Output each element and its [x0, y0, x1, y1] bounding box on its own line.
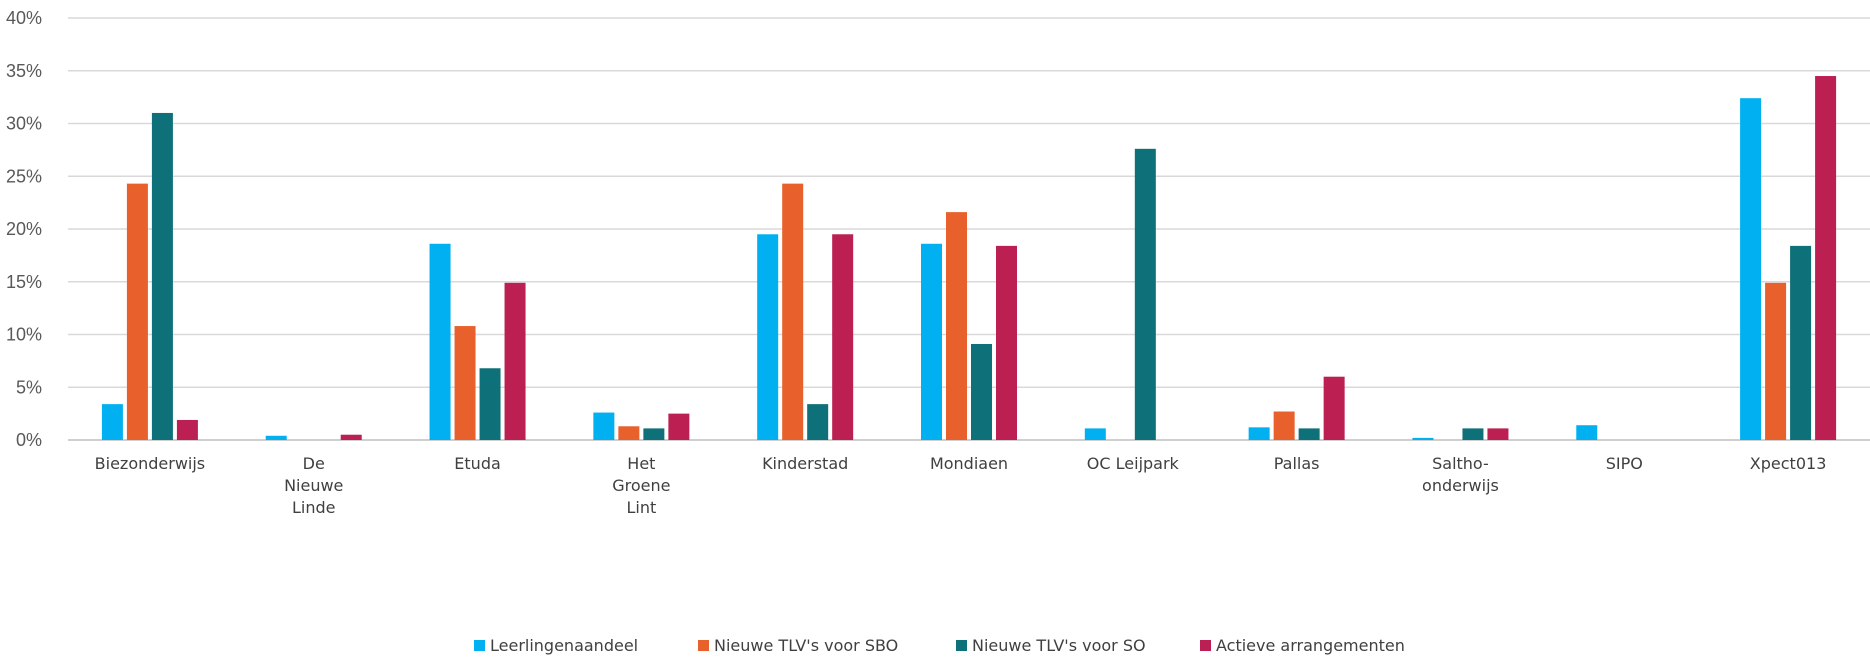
bar-nieuwe-tlv-s-voor-so	[643, 428, 665, 440]
bar-actieve-arrangementen	[832, 234, 854, 440]
x-category-label-line: Biezonderwijs	[95, 454, 205, 473]
y-tick-label: 25%	[6, 166, 42, 186]
bar-nieuwe-tlv-s-voor-sbo	[782, 183, 804, 440]
x-category-label: Kinderstad	[762, 454, 848, 473]
bar-actieve-arrangementen	[1487, 428, 1509, 440]
y-tick-label: 0%	[16, 430, 42, 450]
y-axis-tick-labels: 0% 5% 10% 15% 20% 25% 30% 35% 40%	[6, 8, 42, 450]
bar-nieuwe-tlv-s-voor-so	[479, 368, 501, 440]
bar-nieuwe-tlv-s-voor-so	[1790, 245, 1812, 440]
y-tick-label: 20%	[6, 219, 42, 239]
x-category-label-line: Kinderstad	[762, 454, 848, 473]
x-axis-category-labels: Biezonderwijs De Nieuwe Linde Etuda Het Groene…	[95, 454, 1827, 517]
x-category-label-line: SIPO	[1606, 454, 1643, 473]
bar-actieve-arrangementen	[340, 434, 362, 440]
bar-actieve-arrangementen	[996, 245, 1017, 440]
legend-swatch	[956, 640, 967, 651]
bar-leerlingenaandeel	[921, 243, 942, 440]
bar-actieve-arrangementen	[1323, 376, 1345, 440]
legend-swatch	[474, 640, 485, 651]
bar-leerlingenaandeel	[1248, 427, 1270, 440]
bar-nieuwe-tlv-s-voor-sbo	[126, 183, 148, 440]
gridlines	[68, 17, 1870, 441]
x-category-label: Het Groene Lint	[612, 454, 670, 517]
legend-label: Actieve arrangementen	[1216, 636, 1405, 655]
bar-nieuwe-tlv-s-voor-so	[1462, 428, 1484, 440]
bar-actieve-arrangementen	[176, 419, 198, 440]
x-category-label: Mondiaen	[930, 454, 1008, 473]
bar-leerlingenaandeel	[429, 243, 451, 440]
bar-nieuwe-tlv-s-voor-so	[971, 343, 992, 440]
bar-leerlingenaandeel	[1084, 428, 1106, 440]
bar-leerlingenaandeel	[265, 435, 287, 440]
x-category-label: Saltho-onderwijs	[1422, 454, 1499, 495]
x-category-label-line: Xpect013	[1750, 454, 1827, 473]
x-category-label-line: onderwijs	[1422, 476, 1499, 495]
x-category-label-line: Linde	[292, 498, 336, 517]
y-tick-label: 40%	[6, 8, 42, 28]
bar-nieuwe-tlv-s-voor-so	[807, 404, 829, 440]
bar-actieve-arrangementen	[1815, 76, 1837, 441]
legend-label: Leerlingenaandeel	[490, 636, 638, 655]
y-tick-label: 15%	[6, 272, 42, 292]
bar-nieuwe-tlv-s-voor-sbo	[454, 326, 476, 440]
x-category-label-line: De	[303, 454, 325, 473]
x-category-label-line: Saltho-	[1432, 454, 1489, 473]
bar-leerlingenaandeel	[101, 404, 123, 440]
bar-leerlingenaandeel	[1740, 98, 1762, 441]
legend-swatch	[698, 640, 709, 651]
legend-label: Nieuwe TLV's voor SBO	[714, 636, 898, 655]
bar-nieuwe-tlv-s-voor-so	[151, 112, 173, 440]
legend: Leerlingenaandeel Nieuwe TLV's voor SBO Ni…	[474, 636, 1405, 655]
bar-nieuwe-tlv-s-voor-sbo	[1765, 282, 1787, 440]
x-category-label-line: Lint	[626, 498, 656, 517]
y-tick-label: 30%	[6, 114, 42, 134]
bar-leerlingenaandeel	[1576, 425, 1598, 440]
x-category-label: SIPO	[1606, 454, 1643, 473]
x-category-label-line: Het	[627, 454, 655, 473]
bar-nieuwe-tlv-s-voor-sbo	[1273, 411, 1295, 440]
x-category-label-line: Groene	[612, 476, 670, 495]
bar-actieve-arrangementen	[668, 413, 690, 440]
bar-nieuwe-tlv-s-voor-sbo	[946, 212, 967, 440]
x-category-label: OC Leijpark	[1087, 454, 1180, 473]
x-category-label-line: Etuda	[454, 454, 500, 473]
x-category-label-line: Pallas	[1274, 454, 1320, 473]
bars	[101, 76, 1837, 441]
y-tick-label: 5%	[16, 377, 42, 397]
bar-leerlingenaandeel	[1412, 437, 1434, 440]
x-category-label: Biezonderwijs	[95, 454, 205, 473]
bar-nieuwe-tlv-s-voor-sbo	[618, 426, 640, 440]
bar-actieve-arrangementen	[504, 282, 526, 440]
bar-nieuwe-tlv-s-voor-so	[1134, 148, 1156, 440]
x-category-label-line: Mondiaen	[930, 454, 1008, 473]
x-category-label: Xpect013	[1750, 454, 1827, 473]
x-category-label-line: Nieuwe	[284, 476, 343, 495]
y-tick-label: 35%	[6, 61, 42, 81]
bar-leerlingenaandeel	[593, 412, 615, 440]
x-category-label-line: OC Leijpark	[1087, 454, 1180, 473]
legend-label: Nieuwe TLV's voor SO	[972, 636, 1146, 655]
x-category-label: De Nieuwe Linde	[284, 454, 343, 517]
legend-swatch	[1200, 640, 1211, 651]
x-category-label: Etuda	[454, 454, 500, 473]
bar-leerlingenaandeel	[757, 234, 779, 440]
x-category-label: Pallas	[1274, 454, 1320, 473]
y-tick-label: 10%	[6, 325, 42, 345]
bar-nieuwe-tlv-s-voor-so	[1298, 428, 1320, 440]
